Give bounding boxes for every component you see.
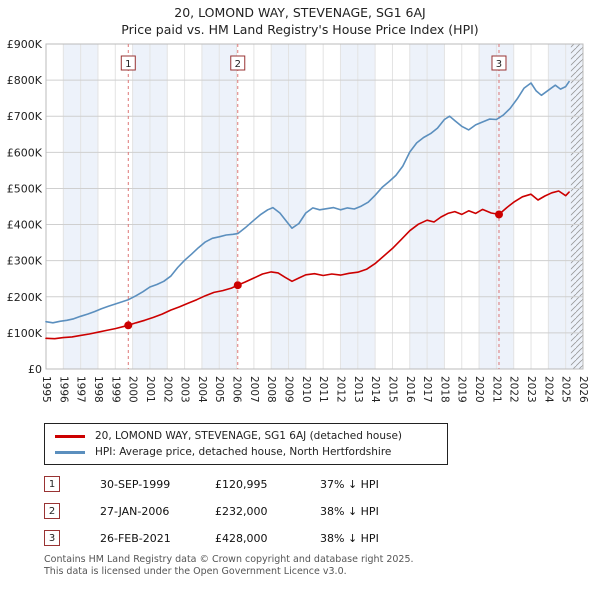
footer-line-2: This data is licensed under the Open Gov…: [44, 565, 347, 577]
transaction-number-box: 1: [44, 476, 60, 492]
transaction-number-box: 2: [44, 503, 60, 519]
footer: Contains HM Land Registry data © Crown c…: [44, 554, 414, 577]
sale-number-box: [491, 55, 507, 71]
future-hatch-region: [570, 44, 583, 369]
chart-title: 20, LOMOND WAY, STEVENAGE, SG1 6AJ: [174, 5, 426, 20]
x-tick-label: 2010: [300, 376, 312, 403]
x-tick-label: 2005: [213, 376, 225, 403]
sale-number-label: 1: [125, 59, 131, 70]
transaction-price: £428,000: [215, 531, 268, 545]
transaction-hpi-delta: 38% ↓ HPI: [320, 531, 379, 545]
legend-label-property: 20, LOMOND WAY, STEVENAGE, SG1 6AJ (deta…: [95, 430, 403, 442]
sale-number-box: [120, 55, 136, 71]
x-tick-label: 2012: [334, 376, 346, 403]
x-tick-label: 2008: [265, 376, 277, 403]
legend-item-hpi: HPI: Average price, detached house, Nort…: [55, 444, 437, 460]
x-tick-label: 1999: [109, 376, 121, 403]
legend-item-property: 20, LOMOND WAY, STEVENAGE, SG1 6AJ (deta…: [55, 428, 437, 444]
sale-marker: [124, 321, 133, 330]
x-tick-label: 2006: [231, 376, 243, 403]
x-tick-label: 2013: [352, 376, 364, 403]
x-tick-label: 2025: [560, 376, 572, 403]
x-tick-label: 1997: [75, 376, 87, 403]
y-axis-labels: £0 £100K £200K £300K £400K £500K £600K £700K £80…: [7, 38, 43, 376]
transaction-row: 2 27-JAN-2006 £232,000 38% ↓ HPI: [44, 502, 379, 520]
transaction-row: 1 30-SEP-1999 £120,995 37% ↓ HPI: [44, 475, 379, 493]
x-tick-label: 1996: [57, 376, 69, 403]
sale-number-label: 2: [235, 59, 241, 70]
sale-number-label: 3: [496, 59, 502, 70]
x-tick-label: 2004: [196, 376, 208, 403]
x-tick-label: 2016: [404, 376, 416, 403]
x-tick-label: 2020: [473, 376, 485, 403]
x-tick-label: 1998: [92, 376, 104, 403]
transaction-hpi-delta: 37% ↓ HPI: [320, 477, 379, 491]
transaction-date: 26-FEB-2021: [100, 531, 171, 545]
x-tick-label: 2002: [161, 376, 173, 403]
transaction-row: 3 26-FEB-2021 £428,000 38% ↓ HPI: [44, 529, 379, 547]
legend-label-hpi: HPI: Average price, detached house, Nort…: [95, 446, 392, 458]
chart-subtitle: Price paid vs. HM Land Registry's House …: [121, 22, 479, 37]
y-tick-label: £900K: [7, 38, 43, 51]
x-tick-label: 2021: [490, 376, 502, 403]
y-tick-label: £200K: [7, 291, 43, 304]
transaction-price: £120,995: [215, 477, 268, 491]
x-tick-label: 2003: [179, 376, 191, 403]
price-paid-line: [45, 190, 570, 340]
hpi-line: [45, 80, 570, 324]
y-tick-label: £500K: [7, 182, 43, 195]
transaction-hpi-delta: 38% ↓ HPI: [320, 504, 379, 518]
x-tick-label: 2019: [456, 376, 468, 403]
y-tick-label: £800K: [7, 74, 43, 87]
x-tick-label: 2022: [508, 376, 520, 403]
y-tick-label: £0: [28, 363, 42, 376]
sale-marker: [494, 210, 503, 219]
y-tick-label: £400K: [7, 219, 43, 232]
x-tick-label: 2018: [438, 376, 450, 403]
sale-marker: [233, 281, 242, 290]
transaction-date: 27-JAN-2006: [100, 504, 170, 518]
y-tick-label: £100K: [7, 327, 43, 340]
x-tick-label: 2009: [283, 376, 295, 403]
transaction-price: £232,000: [215, 504, 268, 518]
x-tick-label: 2000: [127, 376, 139, 403]
plot-frame: [45, 43, 584, 370]
transaction-number-box: 3: [44, 530, 60, 546]
x-tick-label: 2026: [577, 376, 589, 403]
x-tick-label: 2017: [421, 376, 433, 403]
x-tick-label: 2015: [386, 376, 398, 403]
x-tick-label: 2024: [542, 376, 554, 403]
vertical-gridlines: [45, 44, 584, 369]
x-tick-label: 2007: [248, 376, 260, 403]
legend-line-hpi: [55, 450, 85, 454]
x-tick-label: 2023: [525, 376, 537, 403]
sale-number-box: [230, 55, 246, 71]
legend-line-property: [55, 434, 85, 438]
x-tick-label: 2011: [317, 376, 329, 403]
y-tick-label: £700K: [7, 110, 43, 123]
x-tick-label: 1995: [40, 376, 52, 403]
sale-lines: [127, 44, 500, 369]
y-tick-label: £600K: [7, 146, 43, 159]
x-tick-label: 2014: [369, 376, 381, 403]
x-tick-label: 2001: [144, 376, 156, 403]
price-chart: 1 2 3 £0 £100K £200K £300K £400K £500K £600K £700K…: [7, 38, 589, 403]
x-axis-labels: 1995 1996 1997 1998 1999 2000 2001 2002 2003 2004…: [40, 376, 589, 403]
chart-legend: 20, LOMOND WAY, STEVENAGE, SG1 6AJ (deta…: [44, 423, 448, 465]
y-tick-label: £300K: [7, 255, 43, 268]
transaction-date: 30-SEP-1999: [100, 477, 171, 491]
footer-line-1: Contains HM Land Registry data © Crown c…: [44, 554, 414, 565]
